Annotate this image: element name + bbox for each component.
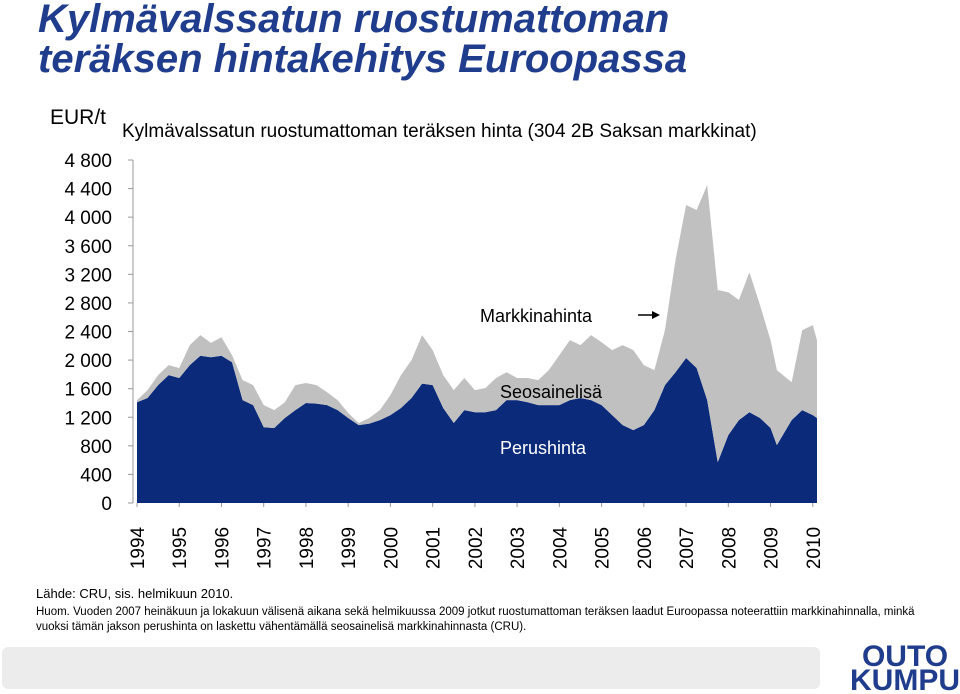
y-tick-label: 3 200 bbox=[64, 265, 112, 286]
x-tick-label: 1996 bbox=[212, 527, 233, 569]
y-tick-label: 1 200 bbox=[64, 408, 112, 429]
note: Huom. Vuoden 2007 heinäkuun ja lokakuun … bbox=[36, 606, 915, 633]
y-tick-label: 2 800 bbox=[64, 294, 112, 315]
x-tick-label: 1997 bbox=[255, 527, 276, 569]
annotation: Seosainelisä bbox=[500, 382, 603, 402]
x-tick-label: 1994 bbox=[128, 526, 149, 569]
y-tick-label: 400 bbox=[80, 465, 112, 486]
y-tick-label: 4 800 bbox=[64, 151, 112, 172]
chart-title: Kylmävalssatun ruostumattoman bbox=[38, 0, 669, 41]
area bbox=[137, 185, 817, 463]
x-tick-label: 2006 bbox=[635, 527, 656, 569]
x-tick-label: 2001 bbox=[424, 527, 445, 569]
y-axis-label: EUR/t bbox=[50, 106, 106, 129]
source: Lähde: CRU, sis. helmikuun 2010. bbox=[36, 586, 233, 601]
x-tick-label: 2010 bbox=[804, 527, 825, 569]
x-tick-label: 1995 bbox=[170, 527, 191, 569]
arrow-head bbox=[652, 311, 660, 319]
x-tick-label: 2005 bbox=[593, 527, 614, 569]
annotation: Perushinta bbox=[500, 438, 587, 458]
x-tick-label: 2002 bbox=[466, 527, 487, 569]
y-tick-label: 4 000 bbox=[64, 208, 112, 229]
y-tick-label: 2 400 bbox=[64, 323, 112, 344]
chart-title: teräksen hintakehitys Euroopassa bbox=[38, 37, 687, 81]
area bbox=[137, 355, 817, 503]
y-tick-label: 4 400 bbox=[64, 180, 112, 201]
x-tick-label: 2004 bbox=[550, 526, 571, 569]
logo: KUMPU bbox=[850, 664, 960, 694]
chart-subtitle: Kylmävalssatun ruostumattoman teräksen h… bbox=[122, 121, 757, 142]
x-tick-label: 2003 bbox=[508, 527, 529, 569]
annotation: Markkinahinta bbox=[480, 306, 593, 326]
y-tick-label: 800 bbox=[80, 437, 112, 458]
note-box: Huom. Vuoden 2007 heinäkuun ja lokakuun … bbox=[36, 606, 915, 633]
y-tick-label: 2 000 bbox=[64, 351, 112, 372]
x-tick-label: 2009 bbox=[762, 527, 783, 569]
x-tick-label: 1999 bbox=[339, 527, 360, 569]
x-tick-label: 1998 bbox=[297, 527, 318, 569]
x-tick-label: 2008 bbox=[719, 527, 740, 569]
x-tick-label: 2007 bbox=[677, 527, 698, 569]
logo: OUTO bbox=[862, 640, 948, 673]
y-tick-label: 1 600 bbox=[64, 380, 112, 401]
x-tick-label: 2000 bbox=[381, 527, 402, 569]
footer-band bbox=[2, 647, 820, 689]
y-tick-label: 0 bbox=[101, 494, 112, 515]
y-tick-label: 3 600 bbox=[64, 237, 112, 258]
